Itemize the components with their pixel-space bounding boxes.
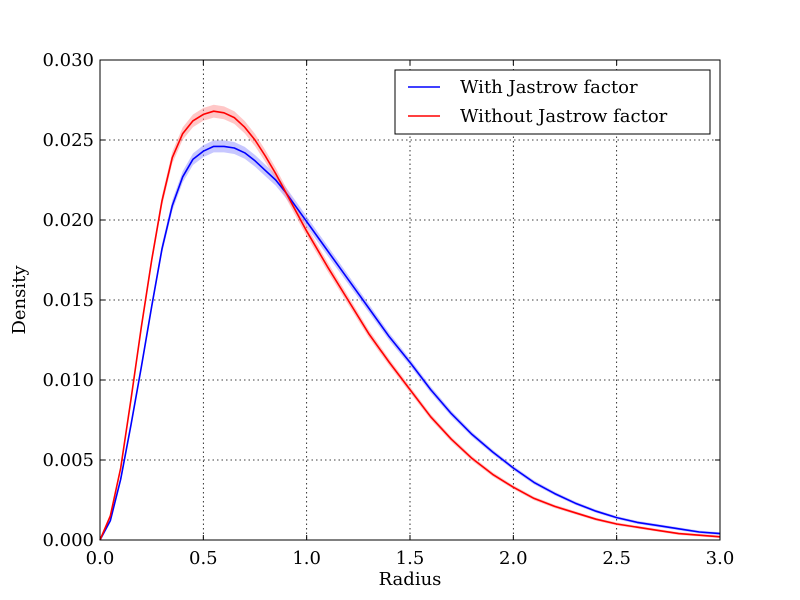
x-tick-label: 2.0 — [499, 548, 528, 569]
x-tick-label: 3.0 — [706, 548, 735, 569]
x-tick-label: 1.0 — [292, 548, 321, 569]
legend-label-without-jastrow: Without Jastrow factor — [460, 106, 668, 127]
y-tick-label: 0.020 — [42, 210, 94, 231]
x-tick-label: 2.5 — [602, 548, 631, 569]
y-axis-label: Density — [9, 265, 30, 335]
y-tick-label: 0.025 — [42, 130, 94, 151]
legend: With Jastrow factor Without Jastrow fact… — [394, 69, 711, 135]
series-line-1 — [99, 110, 721, 541]
x-tick-label: 1.5 — [396, 548, 425, 569]
y-tick-label: 0.000 — [42, 530, 94, 551]
x-axis-label: Radius — [379, 569, 442, 590]
y-tick-label: 0.010 — [42, 370, 94, 391]
y-tick-label: 0.015 — [42, 290, 94, 311]
y-tick-label: 0.005 — [42, 450, 94, 471]
axis-ticks: 0.0 0.5 1.0 1.5 2.0 2.5 3.0 0.000 0.005 0.010 0.01… — [42, 50, 734, 569]
x-tick-label: 0.5 — [189, 548, 218, 569]
y-tick-label: 0.030 — [42, 50, 94, 71]
legend-label-with-jastrow: With Jastrow factor — [460, 77, 638, 98]
series-line-0 — [99, 145, 721, 541]
legend-box — [394, 69, 711, 135]
x-tick-label: 0.0 — [86, 548, 115, 569]
series-lines — [99, 110, 721, 541]
